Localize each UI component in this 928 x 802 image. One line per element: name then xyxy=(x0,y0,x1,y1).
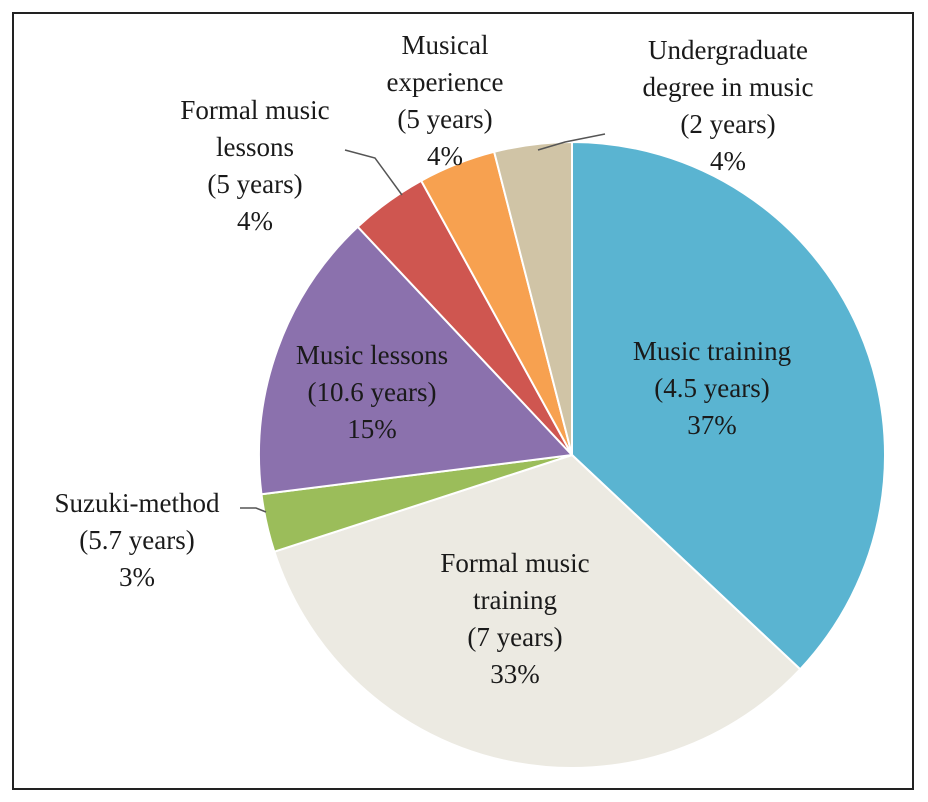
leader-line xyxy=(344,149,403,196)
duration-label: (5 years) xyxy=(397,104,493,134)
leader-line xyxy=(240,507,267,513)
duration-label: (7 years) xyxy=(467,622,563,652)
value-label: 15% xyxy=(347,414,397,444)
frame xyxy=(12,12,914,790)
value-label: 4% xyxy=(237,206,273,236)
category-label: Undergraduate degree in music xyxy=(642,35,814,102)
slice-label: Formal music training (7 years) 33% xyxy=(410,545,620,693)
category-label: Music lessons xyxy=(295,340,449,370)
duration-label: (5.7 years) xyxy=(79,525,195,555)
pie-slice xyxy=(273,453,802,769)
category-label: Formal music lessons xyxy=(180,95,330,162)
value-label: 4% xyxy=(710,146,746,176)
slice-label: Undergraduate degree in music (2 years) 4% xyxy=(618,32,838,180)
value-label: 3% xyxy=(119,562,155,592)
duration-label: (2 years) xyxy=(680,109,776,139)
value-label: 4% xyxy=(427,141,463,171)
slice-label: Suzuki-method (5.7 years) 3% xyxy=(17,485,257,596)
category-label: Suzuki-method xyxy=(54,488,220,518)
duration-label: (4.5 years) xyxy=(654,373,770,403)
pie-slice xyxy=(492,140,573,456)
leader-line xyxy=(537,133,606,151)
slice-label: Music training (4.5 years) 37% xyxy=(582,333,842,444)
duration-label: (5 years) xyxy=(207,169,303,199)
slice-label: Musical experience (5 years) 4% xyxy=(370,27,520,175)
value-label: 33% xyxy=(490,659,540,689)
slice-label: Formal music lessons (5 years) 4% xyxy=(155,92,355,240)
category-label: Musical experience xyxy=(386,30,504,97)
category-label: Formal music training xyxy=(440,548,590,615)
duration-label: (10.6 years) xyxy=(307,377,437,407)
pie-slice xyxy=(571,140,886,671)
pie-slice xyxy=(258,225,575,496)
value-label: 37% xyxy=(687,410,737,440)
slice-label: Music lessons (10.6 years) 15% xyxy=(272,337,472,448)
category-label: Music training xyxy=(632,336,792,366)
